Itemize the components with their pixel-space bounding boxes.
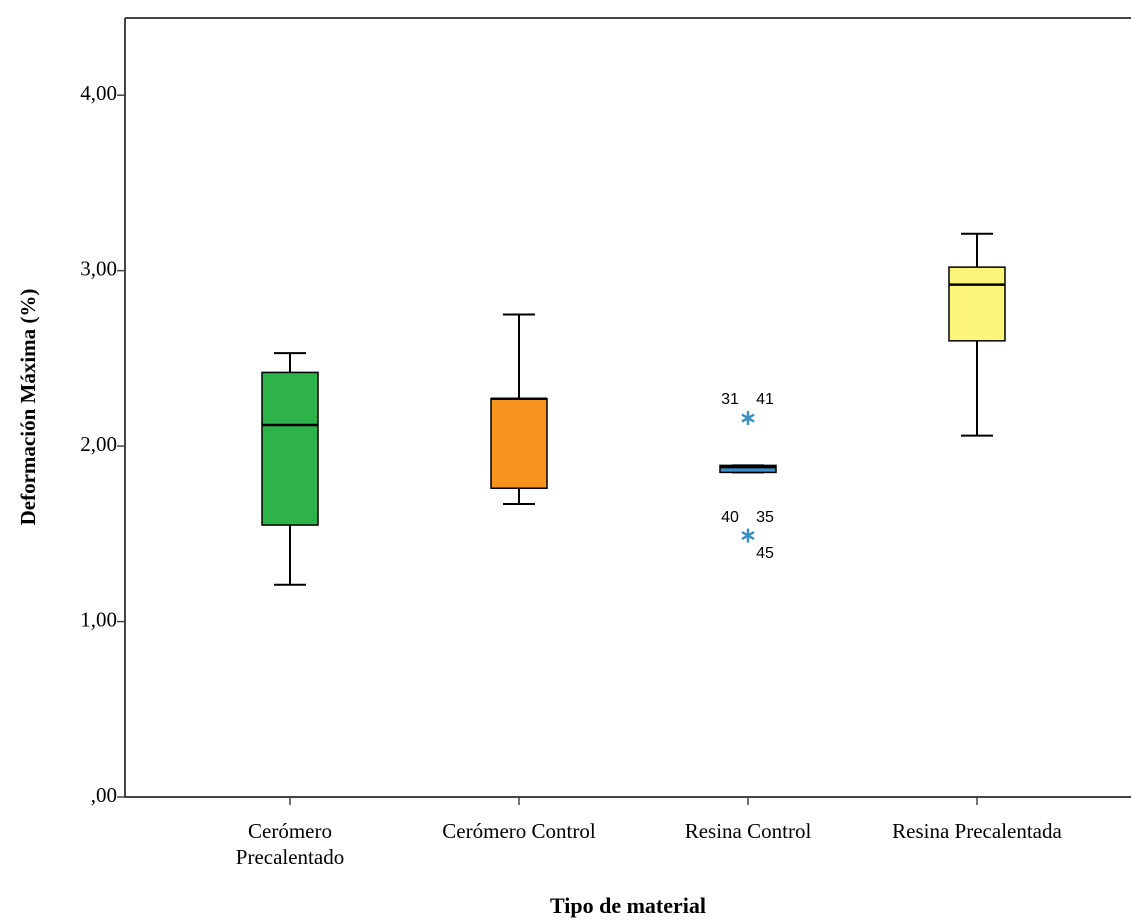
- box: [948, 266, 1006, 342]
- box: [261, 371, 319, 526]
- outlier-label: 31: [721, 391, 739, 408]
- x-axis-title: Tipo de material: [550, 893, 706, 918]
- y-tick-label: 1,00: [80, 607, 117, 631]
- outlier-label: 35: [756, 509, 774, 526]
- x-tick-label: Resina Control: [684, 819, 812, 843]
- outlier: [741, 528, 755, 543]
- y-tick-label: ,00: [91, 783, 117, 807]
- x-tick-label: Resina Precalentada: [892, 819, 1062, 843]
- y-tick-label: 2,00: [80, 432, 117, 456]
- y-axis-title: Deformación Máxima (%): [16, 289, 40, 526]
- outlier-label: 41: [756, 391, 774, 408]
- outlier: [741, 411, 755, 426]
- y-tick-label: 4,00: [80, 81, 117, 105]
- outlier-label: 45: [756, 545, 774, 562]
- outlier-label: 40: [721, 509, 739, 526]
- box: [490, 397, 548, 489]
- y-tick-label: 3,00: [80, 256, 117, 280]
- x-tick-label: Cerómero Precalentado: [235, 819, 345, 869]
- x-tick-label: Cerómero Control: [442, 819, 596, 843]
- box: [719, 464, 777, 474]
